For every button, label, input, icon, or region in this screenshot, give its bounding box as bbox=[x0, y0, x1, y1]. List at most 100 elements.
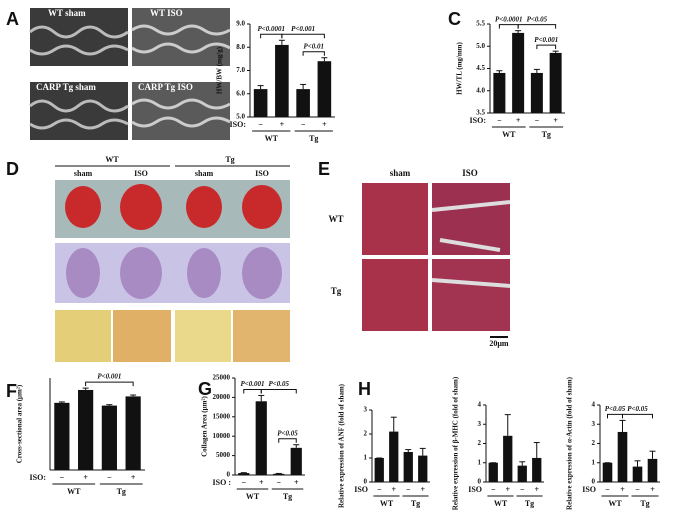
column-label: ISO bbox=[462, 168, 478, 178]
group-label: Tg bbox=[309, 134, 318, 143]
y-tick-label: 4 bbox=[592, 401, 596, 409]
significance-bracket bbox=[607, 413, 623, 419]
bar bbox=[632, 466, 643, 482]
x-tick-label: + bbox=[420, 485, 425, 494]
bar bbox=[512, 32, 525, 113]
y-tick-label: 3 bbox=[364, 406, 368, 414]
significance-label: P<0.001 bbox=[534, 36, 558, 44]
iso-label: ISO: bbox=[230, 120, 246, 129]
section bbox=[187, 248, 221, 298]
y-tick-label: 20000 bbox=[213, 393, 231, 401]
scale-label: 20μm bbox=[489, 339, 509, 348]
y-tick-label: 3 bbox=[478, 420, 482, 428]
y-tick-label: 5.0 bbox=[476, 42, 485, 50]
significance-label: P<0.05 bbox=[268, 380, 289, 388]
significance-label: P<0.05 bbox=[627, 405, 648, 413]
x-tick-label: − bbox=[491, 485, 496, 494]
y-tick-label: 3.5 bbox=[476, 109, 485, 117]
y-tick-label: 5.0 bbox=[236, 113, 245, 121]
bar bbox=[647, 458, 658, 482]
significance-bracket bbox=[622, 413, 653, 419]
significance-bracket bbox=[536, 44, 557, 50]
bar bbox=[290, 447, 302, 475]
bar bbox=[255, 401, 267, 475]
iso-label: ISO bbox=[468, 485, 482, 494]
stain-photo bbox=[55, 310, 111, 362]
x-tick-label: + bbox=[83, 473, 88, 482]
heart bbox=[186, 186, 222, 228]
iso-label: ISO bbox=[582, 485, 596, 494]
x-tick-label: − bbox=[301, 120, 306, 129]
x-tick-label: + bbox=[294, 478, 299, 487]
x-tick-label: + bbox=[259, 478, 264, 487]
echo-images: WT sham WT ISO CARP Tg sham CARP Tg ISO bbox=[29, 8, 231, 140]
bar bbox=[403, 452, 413, 482]
iso-label: ISO: bbox=[30, 473, 46, 482]
echo-label: CARP Tg sham bbox=[36, 82, 96, 92]
echo-image bbox=[132, 8, 230, 66]
x-tick-label: − bbox=[377, 485, 382, 494]
significance-label: P<0.001 bbox=[97, 373, 121, 381]
bar bbox=[488, 462, 498, 482]
panel-letter: A bbox=[6, 9, 19, 29]
panel-letter: H bbox=[358, 379, 371, 399]
heart bbox=[65, 186, 101, 228]
y-tick-label: 2 bbox=[592, 439, 596, 447]
iso-label: ISO: bbox=[470, 116, 486, 125]
condition-label: ISO bbox=[134, 169, 148, 178]
significance-label: P<0.001 bbox=[291, 25, 315, 33]
y-axis-label: Relative expression of β-MHC (fold of sh… bbox=[452, 376, 460, 510]
panel-letter: D bbox=[6, 159, 19, 179]
y-tick-label: 8.0 bbox=[236, 43, 245, 51]
significance-bracket bbox=[260, 388, 297, 394]
bar bbox=[238, 473, 250, 475]
panel-letter: F bbox=[6, 381, 17, 401]
significance-label: P<0.001 bbox=[240, 380, 264, 388]
x-tick-label: − bbox=[635, 485, 640, 494]
condition-label: ISO bbox=[255, 169, 269, 178]
x-tick-label: − bbox=[60, 473, 65, 482]
significance-bracket bbox=[498, 24, 519, 29]
y-tick-label: 1 bbox=[364, 454, 368, 462]
y-tick-label: 4.0 bbox=[476, 86, 485, 94]
y-axis-label: Relative expression of ANF (fold of sham… bbox=[338, 383, 346, 508]
significance-label: P<0.05 bbox=[605, 405, 626, 413]
group-label: WT bbox=[105, 155, 119, 164]
group-label: Tg bbox=[225, 155, 234, 164]
x-tick-label: − bbox=[276, 478, 281, 487]
x-tick-label: + bbox=[505, 485, 510, 494]
x-tick-label: − bbox=[406, 485, 411, 494]
bar bbox=[617, 431, 628, 482]
echo-label: CARP Tg ISO bbox=[138, 82, 193, 92]
bar bbox=[296, 89, 310, 117]
bar bbox=[517, 465, 527, 482]
x-tick-label: + bbox=[322, 120, 327, 129]
bar bbox=[493, 72, 506, 113]
row-label: Tg bbox=[331, 286, 342, 296]
y-tick-label: 5.5 bbox=[476, 20, 485, 28]
condition-label: sham bbox=[74, 169, 93, 178]
x-tick-label: − bbox=[520, 485, 525, 494]
stain-photo bbox=[175, 310, 231, 362]
bar bbox=[374, 458, 384, 482]
section bbox=[242, 247, 282, 299]
group-label: WT bbox=[380, 499, 394, 508]
echo-wave bbox=[29, 25, 129, 56]
bar bbox=[275, 44, 289, 117]
x-tick-label: + bbox=[553, 116, 558, 125]
group-label: WT bbox=[67, 487, 81, 496]
group-label: Tg bbox=[283, 492, 292, 501]
group-label: Tg bbox=[542, 130, 551, 139]
y-axis-label: Cross-sectional area (μm²) bbox=[16, 384, 24, 463]
group-label: WT bbox=[608, 499, 622, 508]
significance-label: P<0.01 bbox=[303, 42, 324, 50]
group-label: WT bbox=[246, 492, 260, 501]
significance-bracket bbox=[260, 33, 283, 39]
bar bbox=[273, 473, 285, 475]
y-tick-label: 4 bbox=[478, 401, 482, 409]
y-tick-label: 2 bbox=[478, 439, 482, 447]
x-tick-label: − bbox=[258, 120, 263, 129]
y-tick-label: 5000 bbox=[216, 451, 231, 459]
bar bbox=[101, 405, 117, 470]
